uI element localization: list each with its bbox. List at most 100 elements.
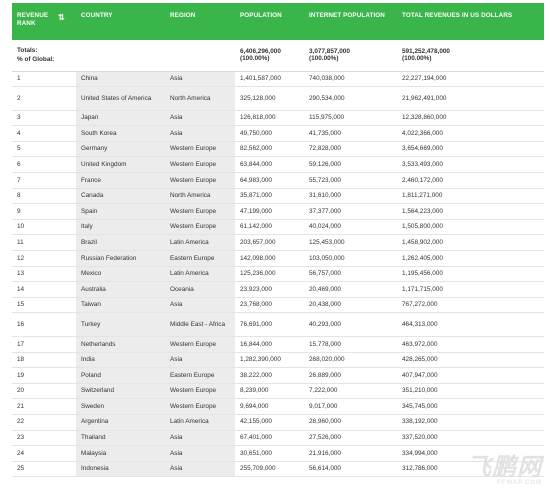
cell-population: 82,562,000 [235,141,304,158]
cell-internet-population: 20,438,000 [304,297,397,314]
cell-total-revenue: 428,265,000 [397,352,544,369]
cell-rank: 11 [12,234,76,252]
cell-region: Western Europe [165,141,235,158]
cell-country: Taiwan [76,297,165,314]
cell-internet-population: 7,222,000 [304,383,397,400]
cell-rank: 20 [12,383,76,400]
cell-internet-population: 21,916,000 [304,445,397,462]
cell-region: Asia [165,110,235,127]
cell-region: Eastern Europe [165,250,235,267]
cell-population: 64,983,000 [235,172,304,189]
table-row: 25 Indonesia Asia 255,709,000 56,614,000 312,… [12,461,544,478]
cell-country: Thailand [76,430,165,447]
cell-rank: 13 [12,266,76,283]
cell-population: 35,871,000 [235,188,304,205]
cell-total-revenue: 1,195,456,000 [397,266,544,283]
cell-rank: 25 [12,461,76,478]
cell-region: North America [165,188,235,205]
cell-country: Argentina [76,414,165,431]
cell-total-revenue: 767,272,000 [397,297,544,314]
header-country[interactable]: COUNTRY [76,3,165,40]
table-row: 5 Germany Western Europe 82,562,000 72,828,0… [12,141,544,158]
cell-rank: 2 [12,86,76,111]
cell-rank: 3 [12,110,76,127]
cell-population: 8,239,000 [235,383,304,400]
totals-population: 6,406,296,000 (100.00%) [235,40,304,72]
table-row: 2 United States of America North America 32… [12,86,544,111]
cell-total-revenue: 334,994,000 [397,445,544,462]
totals-label: Totals: % of Global: [12,40,235,72]
table-row: 14 Australia Oceania 23,923,000 20,469,000 1,… [12,281,544,298]
cell-region: Asia [165,297,235,314]
revenue-table-container: REVENUE RANK ⇅ COUNTRY REGION POPULATION… [12,3,544,478]
table-row: 18 India Asia 1,282,390,000 268,020,000 428,2… [12,352,544,369]
totals-label-line2: % of Global: [17,56,55,64]
cell-population: 42,155,000 [235,414,304,431]
cell-rank: 15 [12,297,76,314]
cell-internet-population: 103,050,000 [304,250,397,267]
cell-internet-population: 268,020,000 [304,352,397,369]
header-population[interactable]: POPULATION [235,3,304,40]
cell-country: Turkey [76,312,165,337]
cell-internet-population: 40,293,000 [304,312,397,337]
cell-total-revenue: 1,458,902,000 [397,234,544,252]
watermark-sub: FFWAP.COM [497,480,542,486]
cell-population: 126,818,000 [235,110,304,127]
cell-internet-population: 27,526,000 [304,430,397,447]
table-row: 22 Argentina Latin America 42,155,000 28,960… [12,414,544,431]
header-region[interactable]: REGION [165,3,235,40]
cell-rank: 14 [12,281,76,298]
cell-region: Western Europe [165,398,235,415]
cell-rank: 23 [12,430,76,447]
table-row: 4 South Korea Asia 49,750,000 41,735,000 4,02… [12,125,544,142]
cell-region: Oceania [165,281,235,298]
cell-country: United States of America [76,86,165,111]
table-row: 8 Canada North America 35,871,000 31,610,000… [12,188,544,205]
cell-region: Eastern Europe [165,367,235,384]
table-row: 16 Turkey Middle East - Africa 76,691,000 40… [12,312,544,337]
cell-country: Canada [76,188,165,205]
cell-total-revenue: 21,962,491,000 [397,86,544,111]
cell-country: Germany [76,141,165,158]
cell-internet-population: 40,024,000 [304,219,397,236]
cell-total-revenue: 464,313,000 [397,312,544,337]
cell-internet-population: 72,828,000 [304,141,397,158]
cell-internet-population: 59,126,000 [304,156,397,174]
table-row: 7 France Western Europe 64,983,000 55,723,00… [12,172,544,189]
cell-country: Switzerland [76,383,165,400]
cell-country: Poland [76,367,165,384]
revenue-table: REVENUE RANK ⇅ COUNTRY REGION POPULATION… [12,3,544,478]
cell-population: 203,657,000 [235,234,304,252]
cell-rank: 10 [12,219,76,236]
cell-total-revenue: 1,505,800,000 [397,219,544,236]
cell-population: 142,098,000 [235,250,304,267]
cell-country: China [76,71,165,88]
cell-region: North America [165,86,235,111]
cell-rank: 21 [12,398,76,415]
header-internet-population[interactable]: INTERNET POPULATION [304,3,397,40]
table-row: 13 Mexico Latin America 125,236,000 56,757,0… [12,266,544,283]
cell-region: Western Europe [165,336,235,353]
table-row: 15 Taiwan Asia 23,768,000 20,438,000 767,272,… [12,297,544,314]
totals-internet-pct: (100.00%) [309,55,339,63]
sort-icon[interactable]: ⇅ [58,13,65,22]
cell-country: Sweden [76,398,165,415]
cell-rank: 8 [12,188,76,205]
totals-row: Totals: % of Global: 6,406,296,000 (100.… [12,40,544,72]
cell-country: India [76,352,165,369]
table-row: 10 Italy Western Europe 61,142,000 40,024,00… [12,219,544,236]
table-row: 17 Netherlands Western Europe 16,844,000 15,… [12,336,544,353]
cell-total-revenue: 2,460,172,000 [397,172,544,189]
cell-region: Asia [165,430,235,447]
header-revenue-rank[interactable]: REVENUE RANK ⇅ [12,3,76,40]
cell-country: Mexico [76,266,165,283]
cell-internet-population: 55,723,000 [304,172,397,189]
cell-total-revenue: 337,520,000 [397,430,544,447]
header-total-revenues[interactable]: TOTAL REVENUES IN US DOLLARS [397,3,544,40]
cell-rank: 19 [12,367,76,384]
cell-rank: 16 [12,312,76,337]
cell-country: Malaysia [76,445,165,462]
cell-total-revenue: 1,262,405,000 [397,250,544,267]
cell-population: 47,199,000 [235,203,304,220]
cell-country: Indonesia [76,461,165,478]
